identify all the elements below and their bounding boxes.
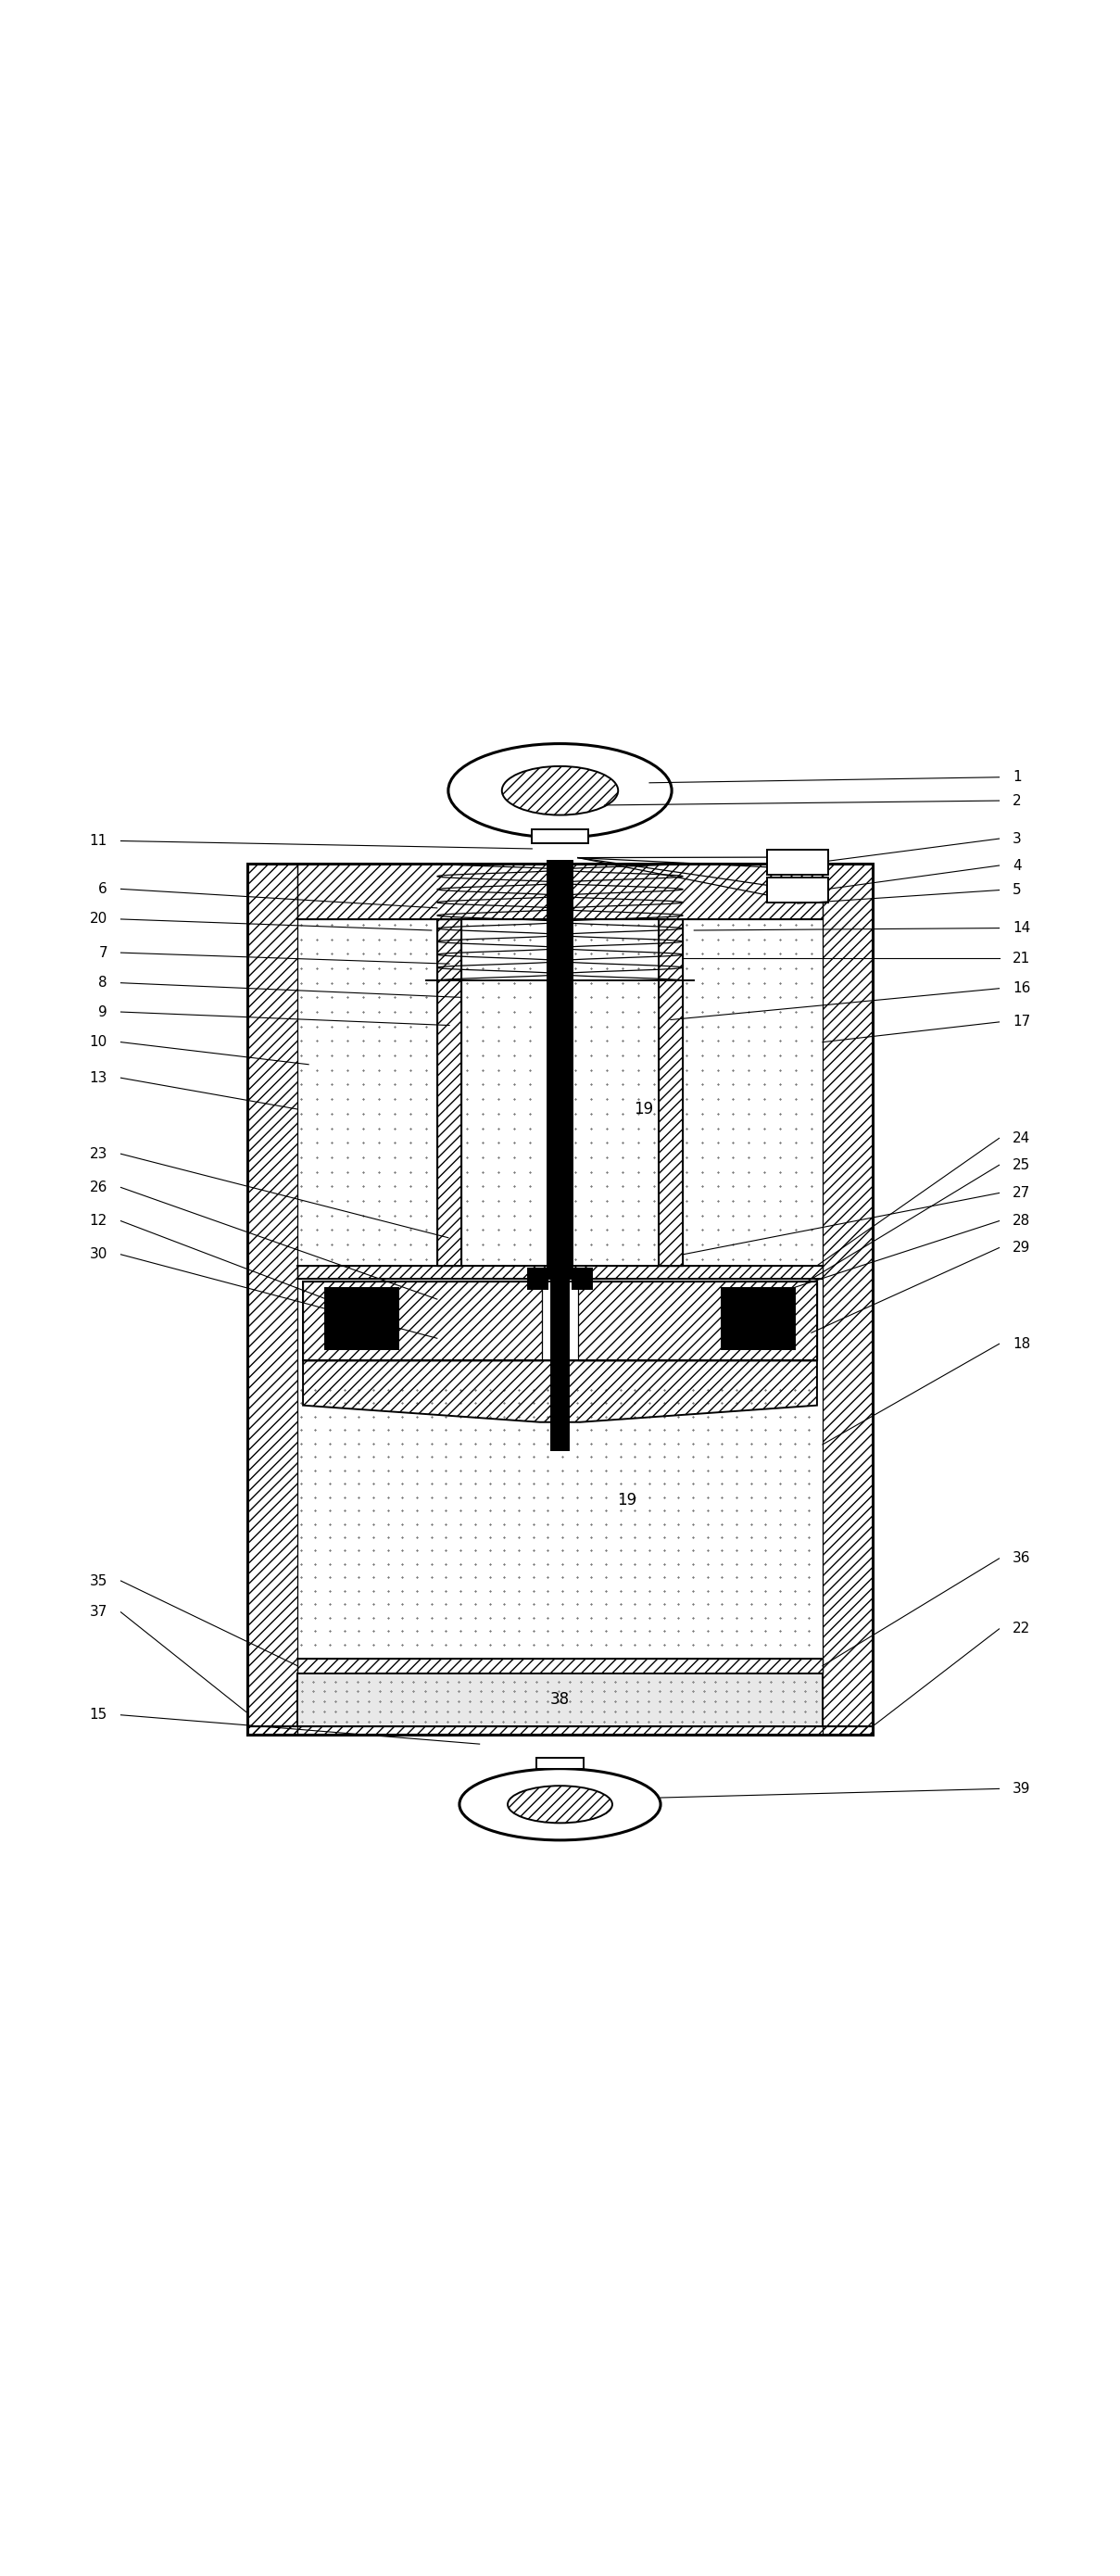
Text: 22: 22	[1012, 1623, 1030, 1636]
Text: 14: 14	[1012, 922, 1030, 935]
Text: 30: 30	[90, 1247, 108, 1262]
Text: 23: 23	[90, 1146, 108, 1162]
Text: 24: 24	[1012, 1131, 1030, 1146]
Bar	[248, 863, 872, 1736]
Bar	[551, 1280, 569, 1450]
Text: 3: 3	[1012, 832, 1021, 845]
Ellipse shape	[459, 1770, 661, 1839]
Text: 35: 35	[90, 1574, 108, 1587]
Bar	[548, 860, 572, 1280]
Bar	[767, 878, 828, 902]
Text: 19: 19	[617, 1492, 637, 1510]
Bar	[722, 1288, 795, 1350]
Bar	[578, 1280, 816, 1360]
Text: 13: 13	[90, 1072, 108, 1084]
Text: 18: 18	[1012, 1337, 1030, 1350]
Text: 37: 37	[90, 1605, 108, 1620]
Bar	[659, 920, 683, 1265]
Bar	[572, 1270, 592, 1288]
Bar	[528, 1270, 548, 1288]
Text: 25: 25	[1012, 1159, 1030, 1172]
Text: 36: 36	[1012, 1551, 1030, 1566]
Text: 6: 6	[99, 881, 108, 896]
Bar	[304, 1280, 542, 1360]
Text: 9: 9	[99, 1005, 108, 1020]
Bar	[767, 850, 828, 873]
Text: 28: 28	[1012, 1213, 1030, 1229]
Bar	[437, 920, 461, 1265]
Ellipse shape	[502, 765, 618, 814]
Ellipse shape	[507, 1785, 613, 1824]
Bar	[536, 1757, 584, 1770]
Text: 7: 7	[99, 945, 108, 961]
Text: 27: 27	[1012, 1185, 1030, 1200]
Text: 10: 10	[90, 1036, 108, 1048]
Text: 5: 5	[1012, 884, 1021, 896]
Text: 12: 12	[90, 1213, 108, 1229]
Text: 17: 17	[1012, 1015, 1030, 1028]
Text: 8: 8	[99, 976, 108, 989]
Text: 19: 19	[634, 1100, 654, 1118]
Bar	[298, 863, 822, 920]
Ellipse shape	[448, 744, 672, 837]
Text: 4: 4	[1012, 858, 1021, 873]
Bar	[298, 1659, 822, 1674]
Text: 16: 16	[1012, 981, 1030, 994]
Text: 1: 1	[1012, 770, 1021, 783]
Text: 15: 15	[90, 1708, 108, 1721]
Bar	[325, 1288, 398, 1350]
Text: 11: 11	[90, 835, 108, 848]
Bar	[532, 829, 588, 842]
Text: 29: 29	[1012, 1242, 1030, 1255]
Bar	[298, 1265, 822, 1280]
Bar	[298, 1674, 822, 1726]
Text: 39: 39	[1012, 1783, 1030, 1795]
Text: 26: 26	[90, 1180, 108, 1195]
Bar	[248, 863, 298, 1736]
Bar	[822, 863, 872, 1736]
Text: 2: 2	[1012, 793, 1021, 809]
Text: 38: 38	[550, 1690, 570, 1708]
Text: 21: 21	[1012, 951, 1030, 966]
Bar	[248, 1726, 872, 1736]
Text: 20: 20	[90, 912, 108, 927]
